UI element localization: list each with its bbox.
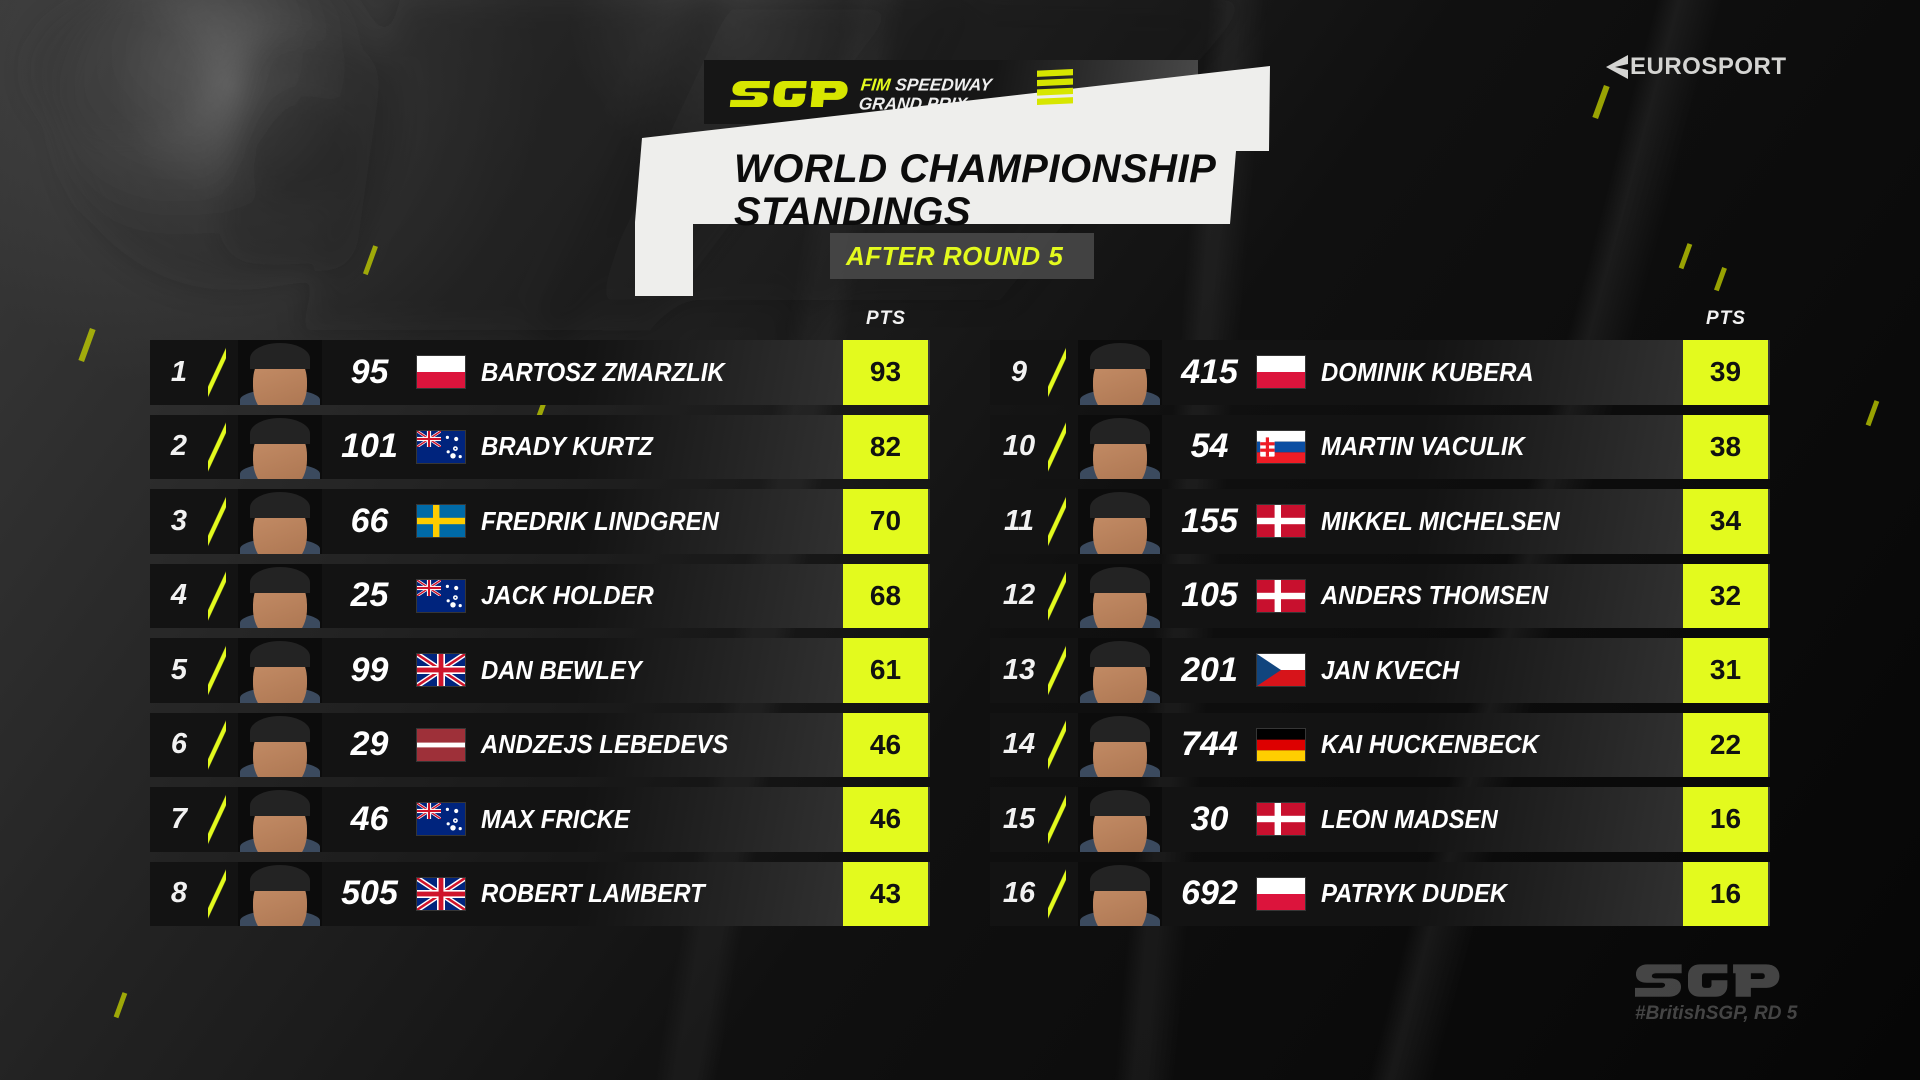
svg-text:GRAND PRIX: GRAND PRIX (858, 94, 970, 114)
svg-text:FIM SPEEDWAY: FIM SPEEDWAY (860, 75, 994, 95)
